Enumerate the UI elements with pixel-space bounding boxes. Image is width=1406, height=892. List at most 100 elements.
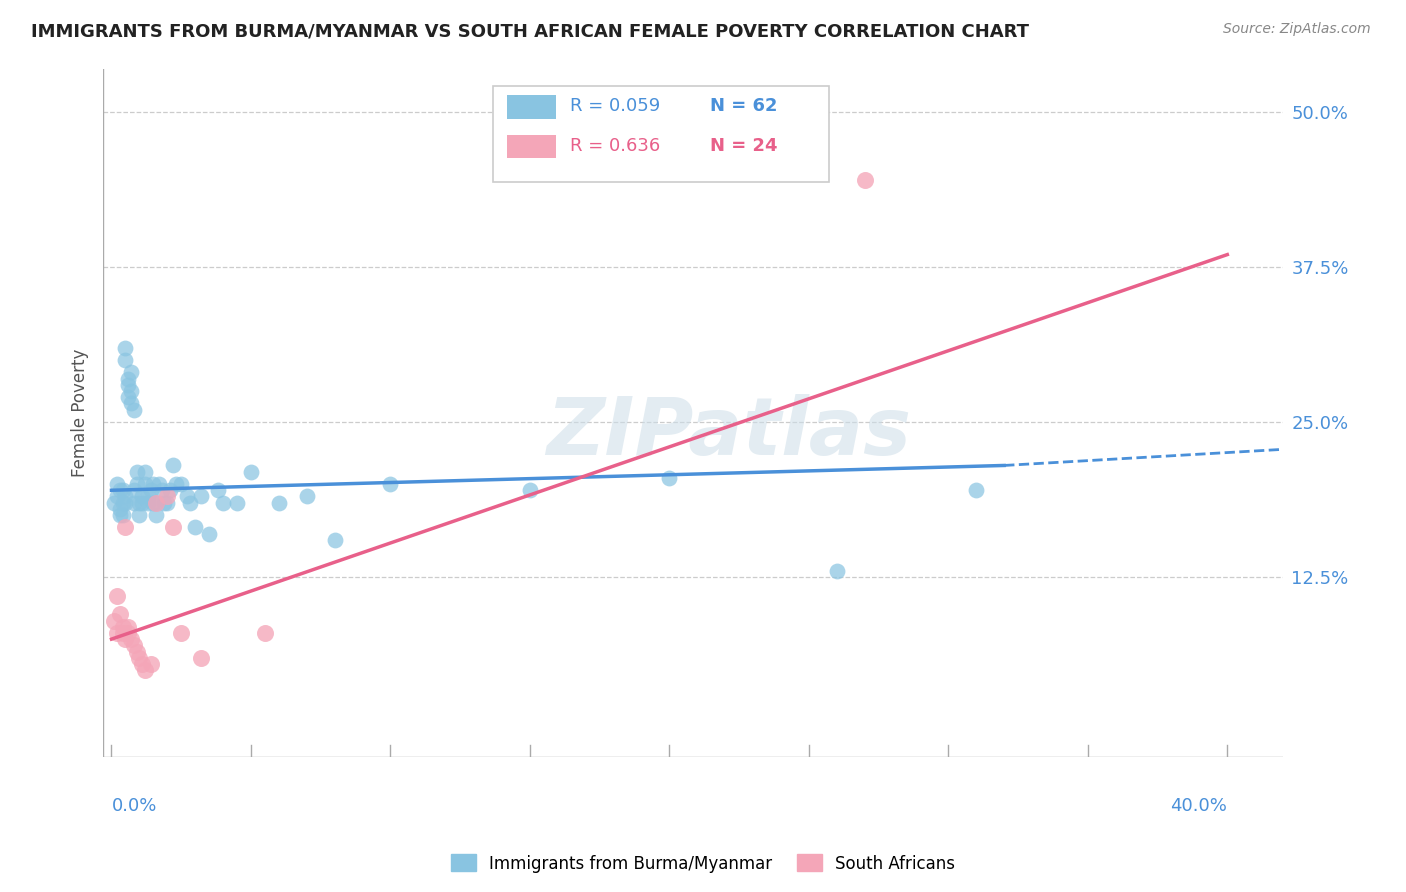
Point [117,371,139,385]
Point [117,626,139,640]
Point [108,483,131,498]
Point [122,496,145,510]
Point [105,589,128,603]
Point [162,520,184,534]
Point [380,477,402,491]
Point [122,638,145,652]
Point [323,533,346,547]
Point [156,496,179,510]
Point [148,477,170,491]
Point [131,490,153,504]
Point [114,496,136,510]
Text: 40.0%: 40.0% [1170,797,1227,814]
Point [120,384,142,398]
Point [105,477,128,491]
Point [108,607,131,622]
Point [120,632,142,646]
Point [117,620,139,634]
Point [111,508,134,522]
Point [111,626,134,640]
Point [120,366,142,380]
Point [179,496,201,510]
Point [267,496,290,510]
Point [207,483,229,498]
Point [156,490,179,504]
Point [965,483,987,498]
FancyBboxPatch shape [492,86,828,182]
Point [103,614,125,628]
Point [159,483,181,498]
Text: N = 24: N = 24 [710,137,778,155]
Text: 0.0%: 0.0% [111,797,157,814]
Text: R = 0.636: R = 0.636 [571,137,661,155]
Point [825,564,848,578]
Point [145,496,167,510]
Point [153,496,176,510]
Point [125,465,148,479]
Text: N = 62: N = 62 [710,97,778,115]
Point [226,496,249,510]
Point [145,508,167,522]
Point [198,526,221,541]
Point [170,626,193,640]
Point [240,465,263,479]
Point [136,490,159,504]
Text: Source: ZipAtlas.com: Source: ZipAtlas.com [1223,22,1371,37]
FancyBboxPatch shape [506,95,557,119]
Point [253,626,276,640]
Point [519,483,541,498]
Point [134,663,156,677]
Point [108,508,131,522]
Point [117,377,139,392]
Point [111,620,134,634]
Point [165,477,187,491]
Point [103,496,125,510]
Point [122,402,145,417]
Point [114,520,136,534]
Point [128,508,150,522]
Point [105,490,128,504]
Point [176,490,198,504]
Point [142,477,165,491]
Point [122,483,145,498]
Point [128,650,150,665]
Legend: Immigrants from Burma/Myanmar, South Africans: Immigrants from Burma/Myanmar, South Afr… [444,847,962,880]
Point [105,626,128,640]
Point [142,496,165,510]
Point [114,632,136,646]
Point [139,483,162,498]
Point [145,496,167,510]
Point [139,657,162,671]
Point [150,483,173,498]
Point [114,490,136,504]
Point [853,173,876,187]
Point [134,477,156,491]
Point [658,471,681,485]
Point [125,644,148,658]
Text: R = 0.059: R = 0.059 [571,97,661,115]
Point [131,657,153,671]
Point [212,496,235,510]
Point [111,496,134,510]
Point [128,496,150,510]
Point [136,496,159,510]
Point [114,341,136,355]
Point [120,396,142,410]
FancyBboxPatch shape [506,135,557,158]
Point [295,490,318,504]
Point [117,390,139,404]
Point [162,458,184,473]
Point [134,465,156,479]
Point [114,353,136,368]
Point [184,520,207,534]
Point [131,496,153,510]
Point [190,490,212,504]
Text: ZIPatlas: ZIPatlas [546,394,911,473]
Y-axis label: Female Poverty: Female Poverty [72,349,89,477]
Point [170,477,193,491]
Text: IMMIGRANTS FROM BURMA/MYANMAR VS SOUTH AFRICAN FEMALE POVERTY CORRELATION CHART: IMMIGRANTS FROM BURMA/MYANMAR VS SOUTH A… [31,22,1029,40]
Point [108,501,131,516]
Point [190,650,212,665]
Point [111,483,134,498]
Point [125,477,148,491]
